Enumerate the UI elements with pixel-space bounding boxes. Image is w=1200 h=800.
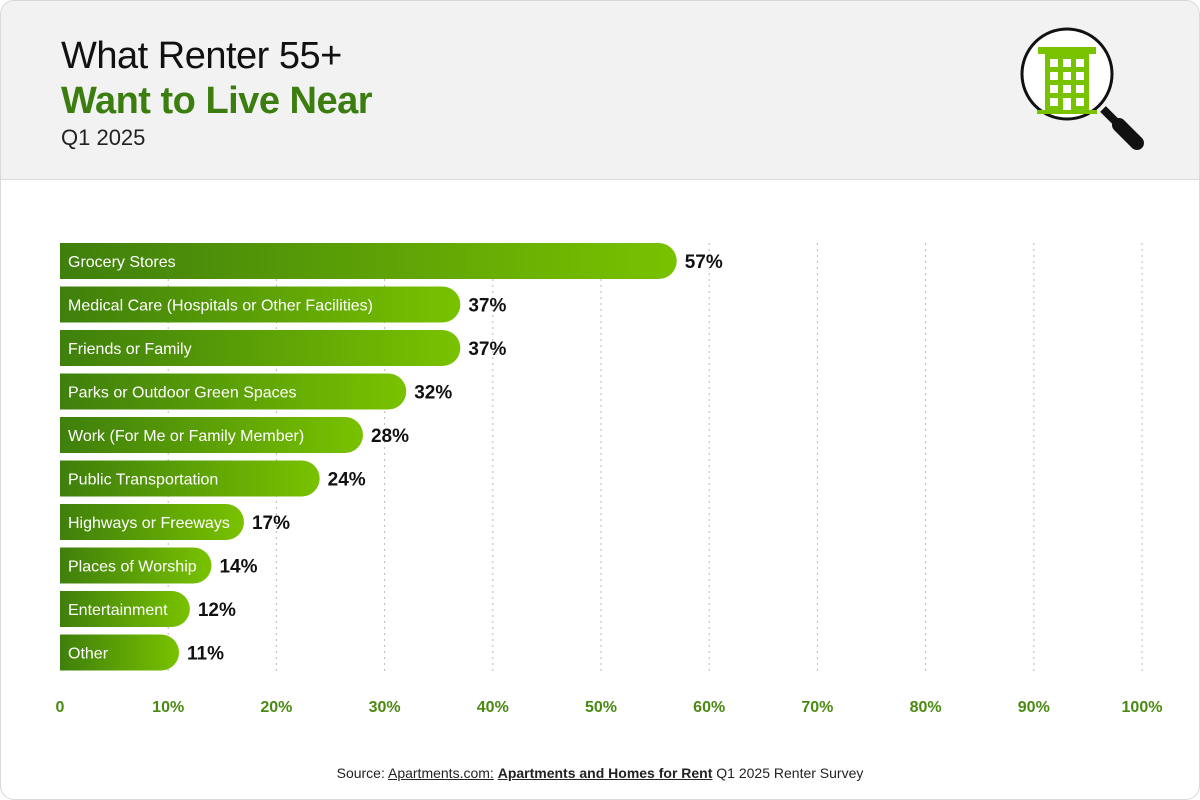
- x-tick-label: 90%: [1018, 699, 1050, 716]
- bar: [60, 286, 461, 323]
- bar: [60, 591, 190, 627]
- source-suffix: Q1 2025 Renter Survey: [712, 765, 864, 781]
- x-tick-label: 40%: [477, 699, 509, 716]
- bar: [60, 460, 320, 497]
- subtitle: Q1 2025: [61, 125, 146, 150]
- bar-value-label: 37%: [468, 296, 506, 317]
- x-tick-label: 80%: [910, 699, 942, 716]
- bar: [60, 547, 212, 584]
- x-tick-label: 30%: [369, 699, 401, 716]
- bar-category-label: Medical Care (Hospitals or Other Facilit…: [68, 298, 373, 315]
- x-tick-label: 70%: [801, 699, 833, 716]
- bar-value-label: 17%: [252, 513, 290, 534]
- bar-value-label: 24%: [328, 470, 366, 491]
- bar-chart: Grocery Stores 57% Medical Care (Hospitals…: [56, 243, 1163, 716]
- x-tick-label: 60%: [693, 699, 725, 716]
- x-tick-label: 10%: [152, 699, 184, 716]
- bar: [60, 243, 677, 279]
- bar: [60, 373, 407, 410]
- source-link-apartments-homes[interactable]: Apartments and Homes for Rent: [497, 765, 713, 781]
- bar: [60, 330, 461, 366]
- bar: [60, 504, 244, 540]
- bar-category-label: Places of Worship: [68, 559, 197, 576]
- header: What Renter 55+ Want to Live Near Q1 202…: [1, 1, 1199, 180]
- bar-category-label: Friends or Family: [68, 341, 192, 358]
- bar-category-label: Entertainment: [68, 602, 168, 619]
- bar-value-label: 14%: [219, 557, 257, 578]
- bar-category-label: Public Transportation: [68, 472, 218, 489]
- source-prefix: Source:: [336, 765, 388, 781]
- source-link-apartments[interactable]: Apartments.com:: [387, 765, 494, 781]
- title-line-1: What Renter 55+: [61, 35, 342, 77]
- bar-value-label: 11%: [187, 644, 224, 665]
- title-line-2: Want to Live Near: [61, 80, 373, 122]
- bar-category-label: Work (For Me or Family Member): [68, 428, 304, 445]
- x-tick-label: 50%: [585, 699, 617, 716]
- x-tick-label: 0: [56, 699, 65, 716]
- bar: [60, 634, 180, 671]
- magnifier-building-icon: [1020, 27, 1144, 150]
- bar: [60, 417, 363, 453]
- bar-category-label: Highways or Freeways: [68, 515, 230, 532]
- bar-value-label: 57%: [685, 252, 723, 273]
- bar-category-label: Grocery Stores: [68, 254, 176, 271]
- x-tick-label: 20%: [260, 699, 292, 716]
- bar-category-label: Parks or Outdoor Green Spaces: [68, 385, 297, 402]
- bar-value-label: 37%: [468, 339, 506, 360]
- x-tick-label: 100%: [1122, 699, 1163, 716]
- bar-category-label: Other: [68, 646, 109, 663]
- bar-value-label: 12%: [198, 600, 236, 621]
- bar-value-label: 32%: [414, 383, 452, 404]
- source-note: Source: Apartments.com: Apartments and H…: [1, 765, 1199, 781]
- bar-value-label: 28%: [371, 426, 409, 447]
